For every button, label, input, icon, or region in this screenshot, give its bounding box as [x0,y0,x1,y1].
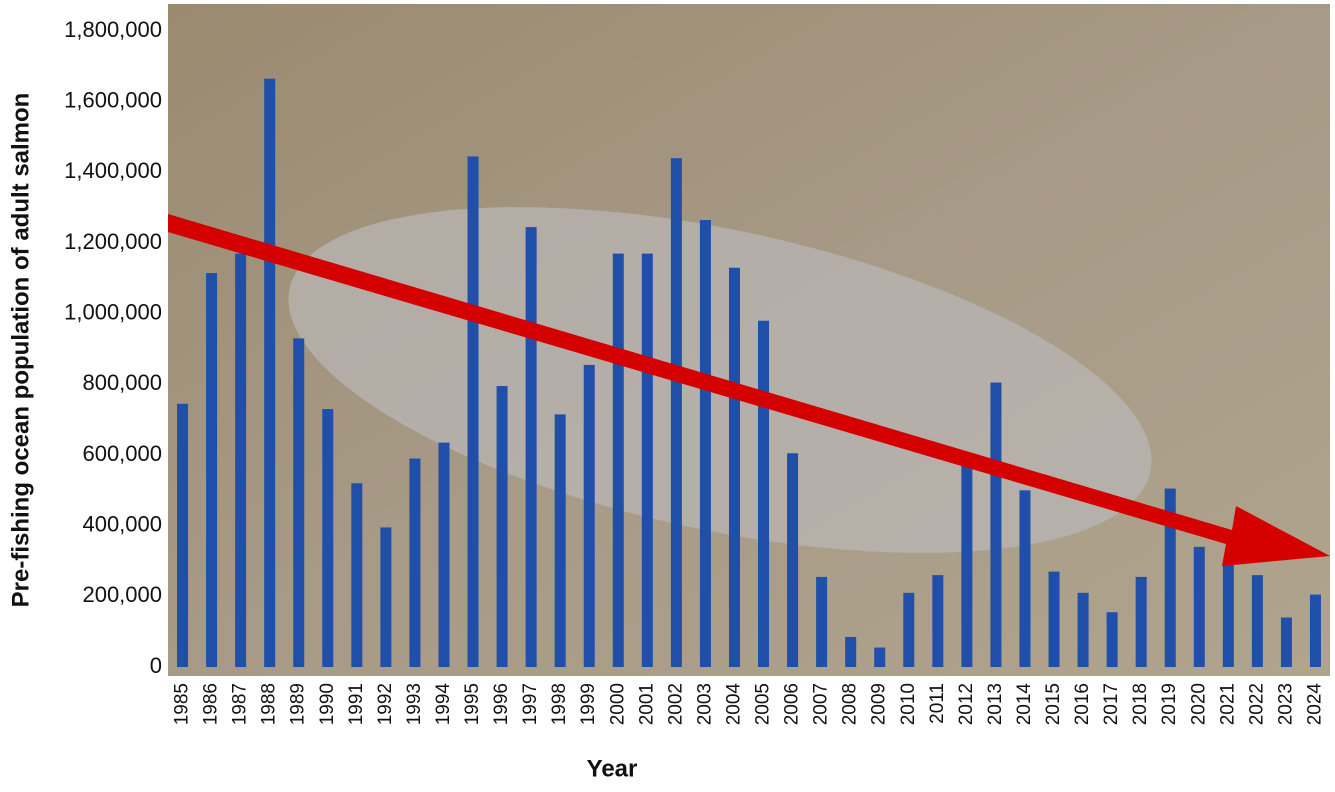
y-tick-label: 1,600,000 [64,87,162,112]
x-tick-label: 2009 [869,683,890,725]
bar [845,636,857,667]
y-tick-label: 600,000 [82,441,162,466]
x-tick-label: 2021 [1217,683,1238,725]
bar [1309,594,1321,667]
x-tick-label: 2004 [723,683,744,726]
x-tick-label: 2005 [753,683,774,725]
bar [525,227,537,667]
bar [322,409,334,667]
bar [641,253,653,667]
x-tick-label: 2010 [898,683,919,725]
x-tick-label: 1988 [259,683,280,725]
y-tick-label: 1,200,000 [64,229,162,254]
x-axis-title: Year [587,755,638,782]
bar [1164,488,1176,667]
bar [583,364,595,667]
bar [932,575,944,667]
bar [438,442,450,667]
bar [177,403,189,667]
y-axis-title: Pre-fishing ocean population of adult sa… [7,93,34,608]
x-tick-label: 2019 [1159,683,1180,725]
x-tick-label: 2006 [782,683,803,725]
x-tick-label: 2012 [956,683,977,725]
bar [990,382,1002,667]
x-tick-label: 2022 [1246,683,1267,725]
x-tick-label: 2015 [1043,683,1064,725]
bar [554,414,566,667]
bar [874,647,886,667]
bar [1280,617,1292,667]
bar [264,78,276,667]
bar [903,592,915,667]
bar [1193,546,1205,667]
bar [235,253,247,667]
x-tick-label: 2020 [1188,683,1209,725]
x-tick-label: 2017 [1101,683,1122,725]
x-tick-label: 2018 [1130,683,1151,725]
bar [380,527,392,667]
x-tick-label: 2003 [694,683,715,725]
x-tick-label: 1992 [375,683,396,725]
bar [496,386,508,667]
x-tick-label: 1993 [404,683,425,725]
x-tick-label: 1986 [201,683,222,725]
bar [467,156,479,667]
bar [409,458,421,667]
y-tick-label: 400,000 [82,511,162,536]
x-tick-label: 2002 [665,683,686,725]
bar [351,483,363,667]
bar [961,460,973,667]
bar [1135,576,1147,667]
bar [1106,612,1118,667]
x-tick-label: 1987 [230,683,251,725]
x-tick-label: 2016 [1072,683,1093,725]
y-tick-label: 1,000,000 [64,299,162,324]
x-tick-label: 2001 [636,683,657,725]
bar [1048,571,1060,667]
bar [758,320,770,667]
bar [787,453,799,667]
x-tick-label: 2011 [927,683,948,724]
y-tick-label: 200,000 [82,582,162,607]
x-tick-label: 2008 [840,683,861,725]
x-tick-label: 1999 [578,683,599,725]
y-tick-label: 0 [150,653,162,678]
x-tick-label: 1990 [317,683,338,725]
x-tick-label: 1989 [288,683,309,725]
bar [728,267,740,667]
x-tick-label: 1996 [491,683,512,725]
bar [612,253,624,667]
bar [206,273,218,667]
x-tick-label: 2024 [1304,683,1325,726]
x-tick-label: 1998 [549,683,570,725]
bar [1077,592,1089,667]
y-tick-label: 1,800,000 [64,17,162,42]
bar [293,338,305,667]
x-tick-label: 2014 [1014,683,1035,726]
x-tick-label: 1991 [346,683,367,725]
y-tick-label: 800,000 [82,370,162,395]
trend-arrow [168,214,1330,566]
y-tick-label: 1,400,000 [64,158,162,183]
x-tick-label: 2013 [985,683,1006,725]
bar [1251,575,1263,667]
bar [670,158,682,667]
bar [1222,561,1234,667]
x-tick-label: 2007 [811,683,832,725]
x-tick-label: 1985 [172,683,193,725]
x-tick-label: 1995 [462,683,483,725]
bar [816,576,828,667]
bar [699,220,711,668]
x-tick-label: 2000 [607,683,628,725]
x-tick-label: 1997 [520,683,541,725]
bar [1019,490,1031,667]
x-tick-label: 1994 [433,683,454,726]
x-tick-label: 2023 [1275,683,1296,725]
